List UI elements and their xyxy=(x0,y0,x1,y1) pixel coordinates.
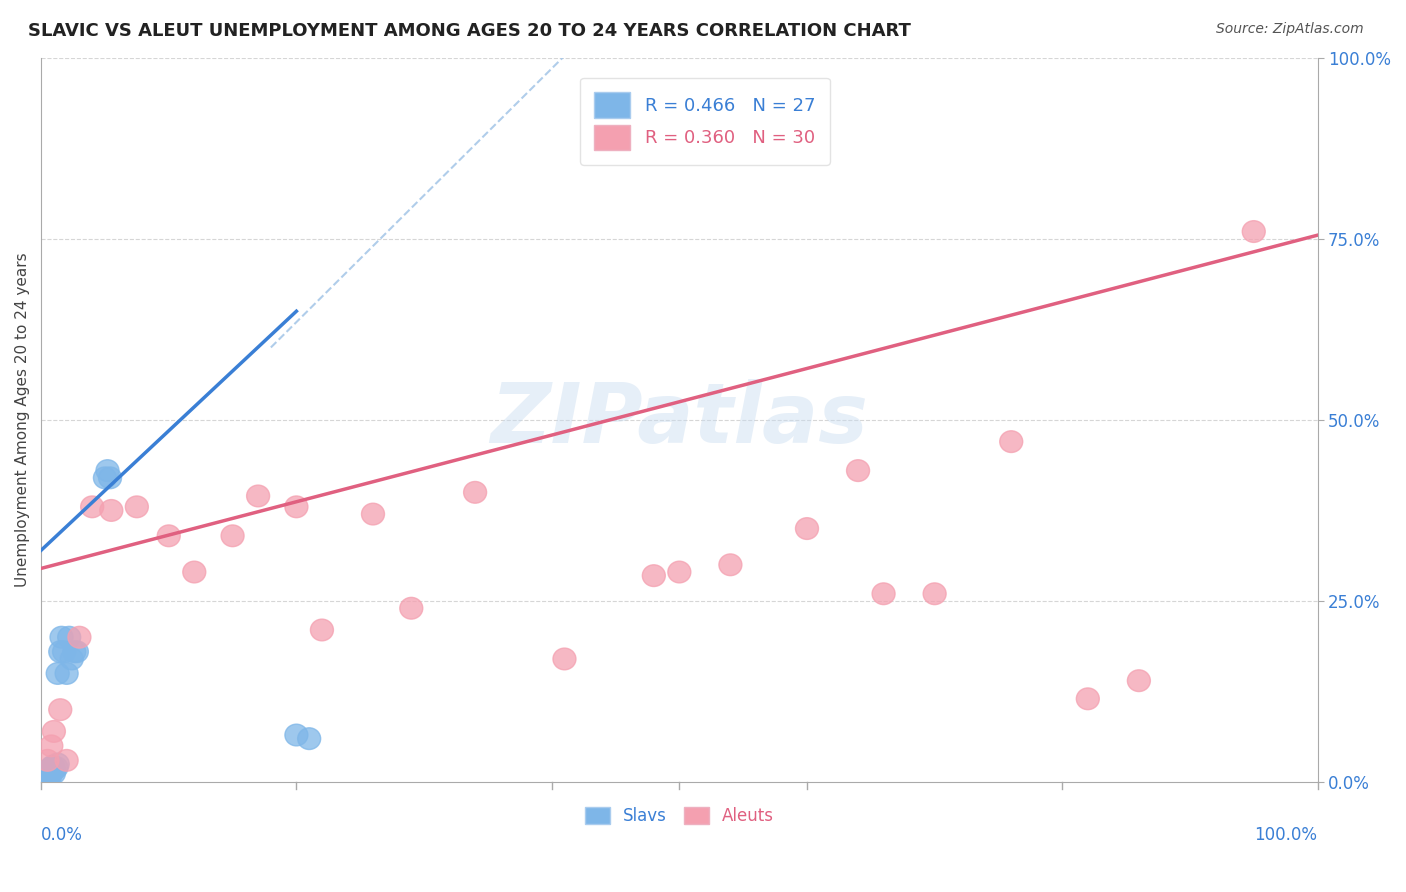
Ellipse shape xyxy=(38,765,62,787)
Ellipse shape xyxy=(46,663,69,684)
Ellipse shape xyxy=(37,760,59,782)
Ellipse shape xyxy=(464,482,486,503)
Ellipse shape xyxy=(183,561,205,582)
Y-axis label: Unemployment Among Ages 20 to 24 years: Unemployment Among Ages 20 to 24 years xyxy=(15,252,30,587)
Ellipse shape xyxy=(285,496,308,517)
Ellipse shape xyxy=(45,756,67,779)
Ellipse shape xyxy=(924,582,946,605)
Ellipse shape xyxy=(63,640,86,663)
Ellipse shape xyxy=(51,626,73,648)
Ellipse shape xyxy=(298,728,321,749)
Ellipse shape xyxy=(39,735,63,756)
Ellipse shape xyxy=(221,524,245,547)
Ellipse shape xyxy=(643,565,665,587)
Ellipse shape xyxy=(41,756,65,777)
Ellipse shape xyxy=(125,496,149,517)
Ellipse shape xyxy=(100,500,122,521)
Ellipse shape xyxy=(49,698,72,721)
Ellipse shape xyxy=(42,763,65,784)
Ellipse shape xyxy=(49,640,72,663)
Text: Source: ZipAtlas.com: Source: ZipAtlas.com xyxy=(1216,22,1364,37)
Ellipse shape xyxy=(60,648,83,670)
Ellipse shape xyxy=(157,524,180,547)
Ellipse shape xyxy=(1128,670,1150,691)
Ellipse shape xyxy=(361,503,384,524)
Ellipse shape xyxy=(41,760,65,782)
Text: 100.0%: 100.0% xyxy=(1254,826,1317,844)
Ellipse shape xyxy=(668,561,690,582)
Ellipse shape xyxy=(38,763,62,784)
Ellipse shape xyxy=(399,598,423,619)
Ellipse shape xyxy=(65,640,89,663)
Ellipse shape xyxy=(80,496,104,517)
Ellipse shape xyxy=(52,640,76,663)
Ellipse shape xyxy=(553,648,576,670)
Text: ZIPatlas: ZIPatlas xyxy=(491,379,869,460)
Ellipse shape xyxy=(39,756,63,779)
Ellipse shape xyxy=(246,485,270,507)
Ellipse shape xyxy=(98,467,121,489)
Ellipse shape xyxy=(1243,220,1265,243)
Ellipse shape xyxy=(93,467,117,489)
Ellipse shape xyxy=(58,626,80,648)
Ellipse shape xyxy=(1077,688,1099,710)
Ellipse shape xyxy=(96,459,120,482)
Ellipse shape xyxy=(1000,431,1022,452)
Legend: Slavs, Aleuts: Slavs, Aleuts xyxy=(578,800,780,831)
Ellipse shape xyxy=(42,758,65,780)
Ellipse shape xyxy=(311,619,333,640)
Ellipse shape xyxy=(38,758,62,780)
Ellipse shape xyxy=(285,724,308,746)
Ellipse shape xyxy=(796,517,818,540)
Ellipse shape xyxy=(46,753,69,775)
Ellipse shape xyxy=(846,459,869,482)
Ellipse shape xyxy=(872,582,896,605)
Ellipse shape xyxy=(37,764,59,786)
Ellipse shape xyxy=(55,749,79,772)
Ellipse shape xyxy=(67,626,91,648)
Ellipse shape xyxy=(37,768,59,789)
Ellipse shape xyxy=(37,749,59,772)
Ellipse shape xyxy=(55,663,79,684)
Ellipse shape xyxy=(718,554,742,575)
Ellipse shape xyxy=(42,721,65,742)
Text: SLAVIC VS ALEUT UNEMPLOYMENT AMONG AGES 20 TO 24 YEARS CORRELATION CHART: SLAVIC VS ALEUT UNEMPLOYMENT AMONG AGES … xyxy=(28,22,911,40)
Text: 0.0%: 0.0% xyxy=(41,826,83,844)
